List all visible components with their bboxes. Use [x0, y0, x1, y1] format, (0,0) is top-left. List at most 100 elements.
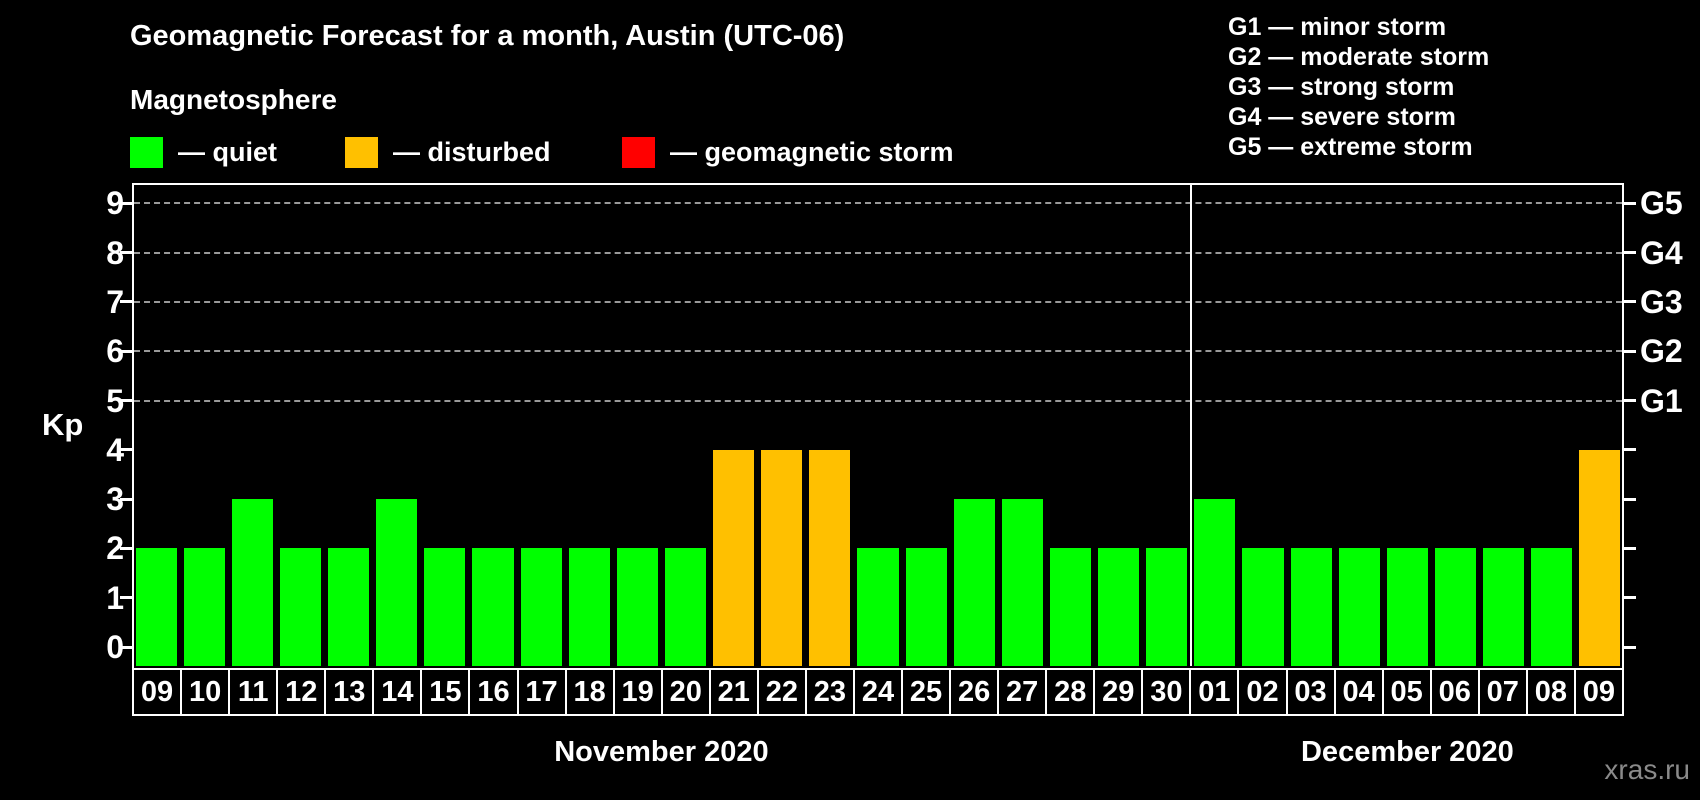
quiet-swatch-icon: [130, 136, 163, 168]
kp-bar-day-09: [1579, 449, 1621, 666]
day-label-16: 16: [470, 670, 519, 714]
kp-bar-day-30: [1146, 548, 1188, 666]
day-label-29: 29: [1095, 670, 1144, 714]
g-scale-legend: G1 — minor storm G2 — moderate storm G3 — …: [1228, 12, 1489, 162]
y-tick-label-4: 4: [106, 431, 124, 468]
kp-bar-day-29: [1098, 548, 1140, 666]
g-scale-legend-line-5: G5 — extreme storm: [1228, 133, 1473, 161]
legend-label-disturbed: — disturbed: [393, 136, 551, 167]
y-axis-title: Kp: [42, 407, 84, 442]
right-axis-tick-5: [1624, 399, 1636, 402]
day-label-20: 20: [663, 670, 711, 714]
day-label-04: 04: [1336, 670, 1384, 714]
kp-bar-day-04: [1338, 548, 1380, 666]
y-axis-tick-0: [120, 645, 132, 649]
kp-bar-day-11: [231, 499, 273, 666]
day-label-03: 03: [1288, 670, 1336, 714]
legend-item-quiet: — quiet: [130, 136, 277, 168]
right-axis-tick-2: [1624, 546, 1636, 550]
kp-bar-day-05: [1386, 548, 1428, 666]
y-tick-label-9: 9: [106, 185, 124, 222]
g-level-label-g4: G4: [1640, 234, 1683, 271]
day-label-11: 11: [230, 670, 279, 714]
y-tick-label-2: 2: [106, 530, 124, 567]
y-axis-line: [132, 183, 134, 668]
g-level-label-g5: G5: [1640, 185, 1683, 222]
legend-label-geomagnetic-storm: — geomagnetic storm: [670, 136, 954, 167]
legend-item-disturbed: — disturbed: [345, 136, 551, 168]
kp-bar-day-22: [761, 449, 803, 666]
g-level-label-g1: G1: [1640, 382, 1683, 419]
day-label-30: 30: [1143, 670, 1192, 714]
right-axis-tick-6: [1624, 349, 1636, 353]
kp-bar-day-13: [328, 548, 370, 666]
y-tick-label-8: 8: [106, 234, 124, 271]
gridline-kp8: [134, 251, 1622, 254]
kp-bar-day-02: [1242, 548, 1284, 666]
day-label-15: 15: [422, 670, 471, 714]
g-scale-legend-line-4: G4 — severe storm: [1228, 103, 1456, 131]
kp-bar-day-16: [472, 548, 514, 666]
gridline-kp7: [134, 300, 1622, 303]
y-axis-tick-8: [120, 251, 132, 255]
watermark: xras.ru: [1604, 754, 1690, 785]
kp-bar-day-20: [664, 548, 707, 666]
right-axis-tick-8: [1624, 251, 1636, 255]
kp-bar-day-15: [424, 548, 466, 666]
right-axis-tick-7: [1624, 300, 1636, 304]
right-axis-tick-9: [1624, 201, 1636, 205]
kp-bar-day-21: [713, 449, 755, 666]
day-label-12: 12: [278, 670, 327, 714]
page-title: Geomagnetic Forecast for a month, Austin…: [130, 20, 845, 52]
y-tick-label-1: 1: [106, 579, 124, 616]
day-label-14: 14: [374, 670, 423, 714]
kp-bar-day-01: [1194, 499, 1236, 666]
y-tick-label-0: 0: [106, 629, 124, 665]
kp-bar-day-17: [520, 548, 562, 666]
day-label-01: 01: [1191, 670, 1240, 714]
g-level-label-g3: G3: [1640, 283, 1683, 320]
y-tick-label-7: 7: [106, 283, 124, 320]
day-axis-strip: 09 10 11 12 13 14 15 16 17 18 19 20 21 22 23 24 25 26 27 28…: [132, 668, 1624, 716]
kp-bar-day-23: [809, 449, 851, 666]
g-level-label-g2: G2: [1640, 333, 1683, 370]
kp-bar-day-24: [857, 548, 899, 666]
day-label-24: 24: [855, 670, 903, 714]
y-axis-tick-1: [120, 596, 132, 600]
month-divider-line: [1189, 183, 1192, 666]
right-axis-tick-1: [1624, 596, 1636, 600]
kp-bar-day-28: [1049, 548, 1092, 666]
kp-bar-day-14: [376, 499, 418, 666]
day-label-09: 09: [1582, 675, 1616, 708]
day-label-19: 19: [615, 670, 663, 714]
g-scale-legend-line-1: G1 — minor storm: [1228, 13, 1447, 41]
day-label-23: 23: [807, 670, 855, 714]
day-label-07: 07: [1480, 670, 1528, 714]
day-label-09: 09: [134, 670, 183, 714]
day-label-13: 13: [326, 670, 375, 714]
kp-bar-day-12: [279, 548, 321, 666]
day-label-21: 21: [711, 670, 759, 714]
y-tick-label-3: 3: [106, 481, 124, 518]
right-axis-line: [1622, 183, 1624, 668]
day-label-05: 05: [1384, 670, 1432, 714]
day-label-10: 10: [182, 670, 231, 714]
kp-bar-day-25: [905, 548, 947, 666]
legend-item-geomagnetic-storm: — geomagnetic storm: [622, 136, 954, 168]
legend-label-quiet: — quiet: [178, 136, 277, 167]
kp-bar-day-27: [1001, 499, 1043, 666]
gridline-kp5: [134, 399, 1622, 402]
geomagnetic-storm-swatch-icon: [622, 136, 655, 168]
magnetosphere-label: Magnetosphere: [130, 84, 337, 115]
day-label-18: 18: [567, 670, 615, 714]
kp-bar-day-08: [1531, 548, 1573, 666]
kp-bar-day-19: [616, 548, 658, 666]
y-axis-tick-7: [120, 300, 132, 304]
day-label-08: 08: [1528, 670, 1576, 714]
day-label-25: 25: [903, 670, 952, 714]
gridline-kp6: [134, 350, 1622, 353]
y-axis-tick-3: [120, 497, 132, 501]
month-label-0: November 2020: [554, 736, 769, 768]
day-label-17: 17: [519, 670, 567, 714]
